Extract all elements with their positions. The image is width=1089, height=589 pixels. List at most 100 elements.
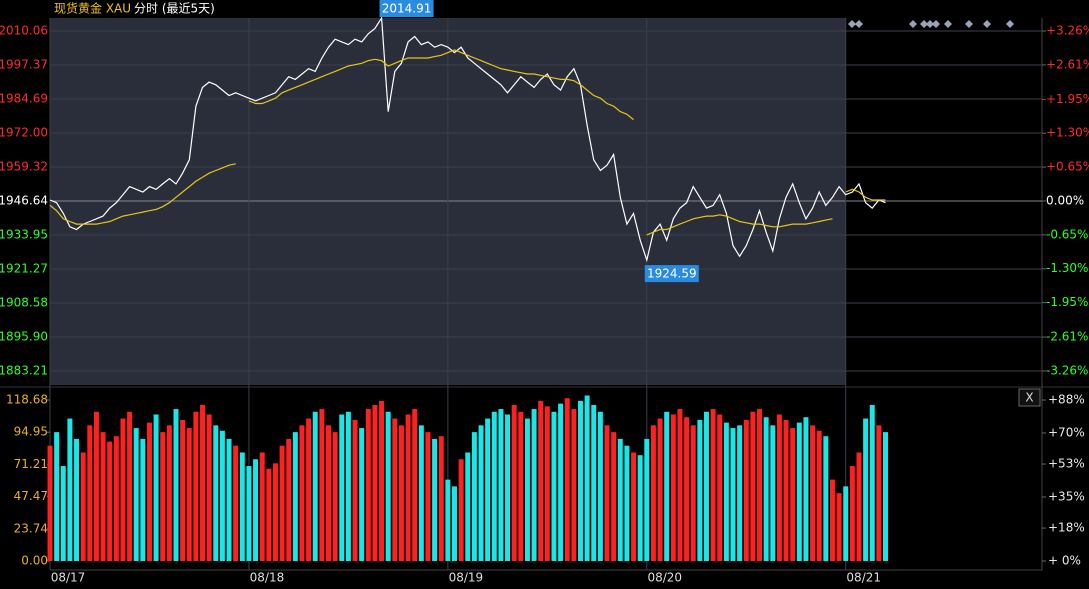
volume-bar xyxy=(478,425,484,561)
volume-bar xyxy=(524,418,530,561)
volume-bar xyxy=(591,404,597,561)
volume-bar xyxy=(816,430,822,561)
volume-bar xyxy=(770,425,776,561)
volume-bar xyxy=(491,411,497,561)
volume-bar xyxy=(697,419,703,561)
volume-bar xyxy=(571,409,577,561)
volume-bar xyxy=(292,432,298,561)
volume-bar xyxy=(558,403,564,561)
volume-bar xyxy=(465,452,471,561)
x-tick-label: 08/19 xyxy=(449,571,484,585)
volume-bar xyxy=(47,445,53,561)
volume-bar xyxy=(233,445,239,561)
volume-bar xyxy=(299,425,305,561)
volume-bar xyxy=(326,425,331,561)
volume-bar xyxy=(339,414,345,561)
volume-bar xyxy=(100,432,106,561)
chart-subtitle: 分时 (最近5天) xyxy=(134,2,215,16)
x-tick-label: 08/18 xyxy=(250,571,285,585)
y2-tick-label: +70% xyxy=(1048,425,1085,439)
volume-bar xyxy=(657,418,663,561)
volume-bar xyxy=(352,419,358,561)
volume-bar xyxy=(684,417,690,561)
volume-bar xyxy=(863,418,869,561)
volume-bar xyxy=(173,409,179,561)
volume-bar xyxy=(511,404,517,561)
volume-bar xyxy=(796,422,802,561)
y2-tick-label: -0.65% xyxy=(1046,227,1088,241)
volume-bar xyxy=(213,425,219,561)
volume-bar xyxy=(226,438,232,561)
volume-bar xyxy=(80,452,86,561)
volume-bar xyxy=(74,438,80,561)
y-tick-label: 1933.95 xyxy=(0,228,48,242)
volume-bar xyxy=(577,400,583,561)
volume-bar xyxy=(564,398,570,561)
volume-bar xyxy=(253,459,259,561)
volume-bar xyxy=(392,418,398,561)
volume-bar xyxy=(432,438,438,561)
volume-bar xyxy=(127,411,133,561)
volume-bar xyxy=(829,479,835,561)
y-tick-label: 2010.06 xyxy=(0,23,48,37)
y2-tick-label: +2.61% xyxy=(1046,57,1089,71)
volume-bar xyxy=(743,419,749,561)
volume-bar xyxy=(471,432,477,561)
volume-bar xyxy=(146,422,152,561)
volume-bar xyxy=(153,414,159,561)
diamonds xyxy=(848,20,1014,28)
volume-bar xyxy=(140,438,146,561)
volume-bar xyxy=(239,452,245,561)
volume-bar xyxy=(332,432,338,561)
chart-title: 现货黄金 XAU xyxy=(54,1,131,16)
volume-bar xyxy=(412,409,418,561)
volume-bar xyxy=(259,452,265,561)
volume-bar xyxy=(531,409,537,561)
volume-bar xyxy=(266,468,272,561)
y-tick-label: 1959.32 xyxy=(0,160,48,174)
y2-tick-label: +88% xyxy=(1048,393,1085,407)
close-button-label: X xyxy=(1025,391,1033,405)
y-tick-label: 47.47 xyxy=(14,489,48,503)
volume-bar xyxy=(611,432,617,561)
volume-bar xyxy=(193,411,199,561)
y-tick-label: 118.68 xyxy=(6,392,48,406)
volume-bar xyxy=(385,411,391,561)
volume-bar xyxy=(783,419,789,561)
volume-bar xyxy=(505,414,511,561)
volume-bar xyxy=(160,432,166,561)
annotation-box xyxy=(644,265,699,283)
annotation-box xyxy=(379,0,434,17)
volume-bar xyxy=(730,428,736,561)
volume-bar xyxy=(87,425,93,561)
y-tick-label: 0.00 xyxy=(21,554,48,568)
volume-bar xyxy=(876,425,882,561)
volume-bar xyxy=(286,438,292,561)
volume-bar xyxy=(538,400,544,561)
volume-bar xyxy=(750,411,756,561)
y-tick-label: 94.95 xyxy=(14,425,48,439)
close-button[interactable] xyxy=(1018,388,1041,407)
volume-bar xyxy=(398,425,404,561)
volume-bar xyxy=(60,466,66,561)
y-tick-label: 1946.64 xyxy=(0,193,48,207)
event-markers xyxy=(848,20,1014,28)
volume-bar xyxy=(113,436,119,561)
volume-bar xyxy=(166,425,172,561)
volume-bar xyxy=(617,438,623,561)
volume-bar xyxy=(723,422,729,561)
volume-bar xyxy=(180,419,186,561)
volume-bar xyxy=(670,414,676,561)
y2-tick-label: 0.00% xyxy=(1046,193,1084,207)
volume-bar xyxy=(186,428,192,561)
volume-bar xyxy=(312,411,318,561)
volume-bar xyxy=(93,411,99,561)
y-tick-label: 1984.69 xyxy=(0,92,48,106)
volume-bar xyxy=(650,425,656,561)
volume-bar xyxy=(219,430,225,561)
y2-tick-label: -1.30% xyxy=(1046,261,1088,275)
volume-bar xyxy=(644,438,650,561)
volume-bar xyxy=(365,409,371,561)
y-tick-label: 1972.00 xyxy=(0,126,48,140)
volume-bar xyxy=(677,409,683,561)
